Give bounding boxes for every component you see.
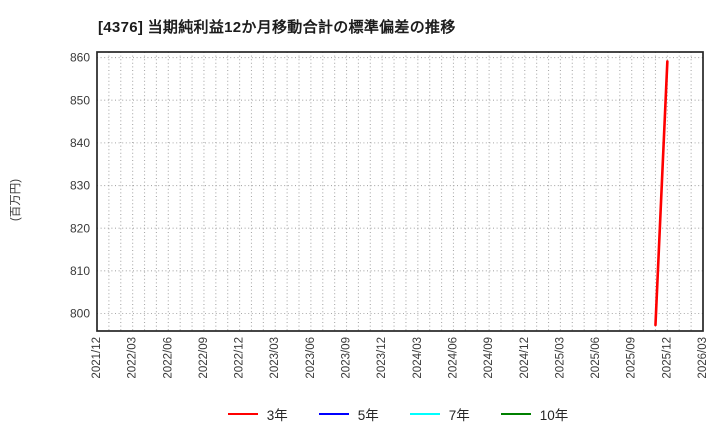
legend-item-2: 5年 bbox=[318, 404, 379, 424]
legend-item-3: 7年 bbox=[409, 404, 470, 424]
x-tick-label: 2023/06 bbox=[305, 337, 317, 379]
x-tick-label: 2023/03 bbox=[269, 337, 281, 379]
x-tick-label: 2025/12 bbox=[661, 337, 673, 379]
legend: 3年 5年 7年 10年 bbox=[0, 404, 720, 424]
legend-item-1: 3年 bbox=[227, 404, 288, 424]
legend-label: 7年 bbox=[448, 408, 470, 423]
x-tick-label: 2022/03 bbox=[127, 337, 139, 379]
legend-label: 5年 bbox=[357, 408, 379, 423]
legend-line-icon bbox=[409, 413, 440, 415]
x-tick-label: 2024/03 bbox=[412, 337, 424, 379]
x-tick-label: 2025/09 bbox=[626, 337, 638, 379]
legend-line-icon bbox=[227, 413, 258, 415]
y-tick-label: 830 bbox=[70, 179, 90, 193]
chart-title: [4376] 当期純利益12か月移動合計の標準偏差の推移 bbox=[98, 19, 456, 36]
legend-label: 10年 bbox=[539, 408, 569, 423]
x-tick-label: 2024/12 bbox=[519, 337, 531, 379]
axes-frame bbox=[96, 51, 704, 332]
y-tick-label: 800 bbox=[70, 307, 90, 321]
legend-item-4: 10年 bbox=[500, 404, 569, 424]
legend-line-icon bbox=[500, 413, 531, 415]
x-tick-label: 2023/09 bbox=[341, 337, 353, 379]
y-tick-label: 820 bbox=[70, 221, 90, 235]
x-tick-label: 2022/06 bbox=[162, 337, 174, 379]
y-tick-label: 810 bbox=[70, 264, 90, 278]
x-tick-label: 2025/03 bbox=[554, 337, 566, 379]
y-tick-label: 850 bbox=[70, 93, 90, 107]
legend-line-icon bbox=[318, 413, 349, 415]
x-tick-label: 2024/09 bbox=[483, 337, 495, 379]
y-tick-label: 860 bbox=[70, 51, 90, 65]
legend-label: 3年 bbox=[266, 408, 288, 423]
x-tick-label: 2021/12 bbox=[91, 337, 103, 379]
x-tick-label: 2022/12 bbox=[234, 337, 246, 379]
x-tick-label: 2026/03 bbox=[697, 337, 709, 379]
series-line-1 bbox=[654, 60, 669, 327]
y-tick-label: 840 bbox=[70, 136, 90, 150]
x-tick-label: 2022/09 bbox=[198, 337, 210, 379]
x-tick-label: 2025/06 bbox=[590, 337, 602, 379]
x-tick-label: 2023/12 bbox=[376, 337, 388, 379]
x-tick-label: 2024/06 bbox=[447, 337, 459, 379]
